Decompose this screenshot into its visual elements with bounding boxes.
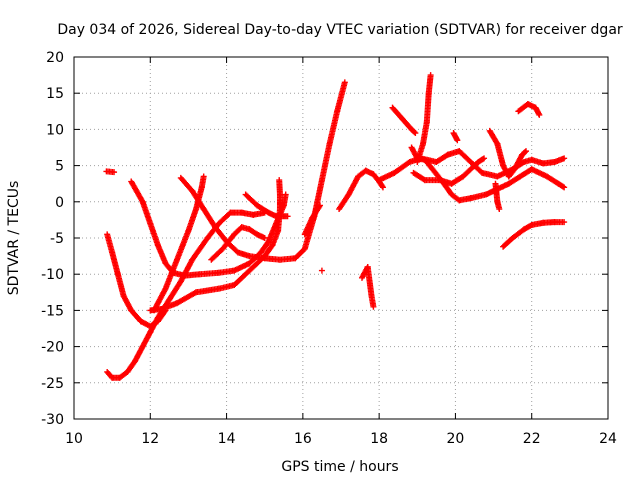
data-point (276, 177, 283, 184)
x-tick-label: 14 (218, 431, 236, 447)
data-point (411, 129, 418, 136)
data-point (522, 149, 529, 156)
data-point (559, 183, 566, 190)
series-t17 (450, 130, 461, 144)
y-tick-label: -20 (41, 340, 64, 356)
series-t14 (358, 263, 377, 310)
series-t12 (336, 167, 386, 213)
data-point (282, 191, 289, 198)
series-t23 (492, 180, 503, 213)
y-tick-label: -25 (41, 376, 64, 392)
data-point (561, 219, 568, 226)
data-point (443, 152, 450, 159)
data-point (561, 184, 568, 191)
data-points (103, 72, 568, 381)
data-point (527, 222, 534, 229)
series-t9 (242, 191, 291, 220)
x-tick-label: 24 (599, 431, 617, 447)
y-tick-label: 20 (46, 50, 64, 66)
data-point (379, 184, 386, 191)
data-point (412, 130, 419, 137)
data-point (318, 267, 325, 274)
series-t11 (318, 267, 325, 274)
x-tick-labels: 10 12 14 16 18 20 22 24 (65, 431, 617, 447)
data-point (420, 176, 427, 183)
data-point (317, 202, 324, 209)
series-t19 (408, 144, 568, 204)
data-point (261, 235, 268, 241)
x-tick-label: 16 (294, 431, 312, 447)
series-t5 (147, 177, 283, 314)
series-t15 (389, 104, 419, 137)
axis-ticks (73, 56, 609, 420)
data-point (111, 169, 118, 176)
series-t22 (500, 219, 568, 250)
data-point (481, 155, 488, 162)
y-tick-label: -30 (41, 412, 64, 428)
x-tick-label: 10 (65, 431, 83, 447)
data-point (284, 213, 291, 220)
y-tick-label: -15 (41, 303, 64, 319)
data-point (370, 303, 377, 310)
data-point (479, 156, 486, 163)
data-point (427, 72, 434, 79)
data-point (200, 173, 207, 180)
data-point (496, 206, 503, 213)
data-point (561, 155, 568, 162)
series-t2 (104, 209, 268, 381)
y-tick-label: 5 (55, 159, 64, 175)
data-point (379, 183, 386, 190)
series-t8 (208, 224, 268, 263)
x-axis-title: GPS time / hours (281, 459, 398, 475)
series-t10 (301, 202, 324, 238)
y-tick-label: 10 (46, 122, 64, 138)
x-tick-label: 22 (523, 431, 541, 447)
x-tick-label: 20 (447, 431, 465, 447)
y-tick-labels: -30 -25 -20 -15 -10 -5 0 5 10 15 20 (41, 50, 64, 428)
data-point (316, 203, 323, 210)
y-tick-label: -5 (50, 231, 64, 247)
y-axis-title: SDTVAR / TECUs (6, 181, 22, 296)
x-tick-label: 18 (370, 431, 388, 447)
y-tick-label: 15 (46, 86, 64, 102)
data-point (522, 148, 529, 155)
series-t3 (103, 168, 118, 176)
chart-title: Day 034 of 2026, Sidereal Day-to-day VTE… (57, 22, 623, 38)
series-t20 (486, 127, 529, 180)
data-point (341, 79, 348, 86)
data-point (536, 111, 543, 118)
series-t21 (515, 101, 543, 118)
series-t4 (128, 178, 289, 279)
y-tick-label: 0 (55, 195, 64, 211)
y-tick-label: -10 (41, 267, 64, 283)
data-point (454, 137, 461, 144)
x-tick-label: 12 (141, 431, 159, 447)
series-t16 (414, 72, 434, 165)
